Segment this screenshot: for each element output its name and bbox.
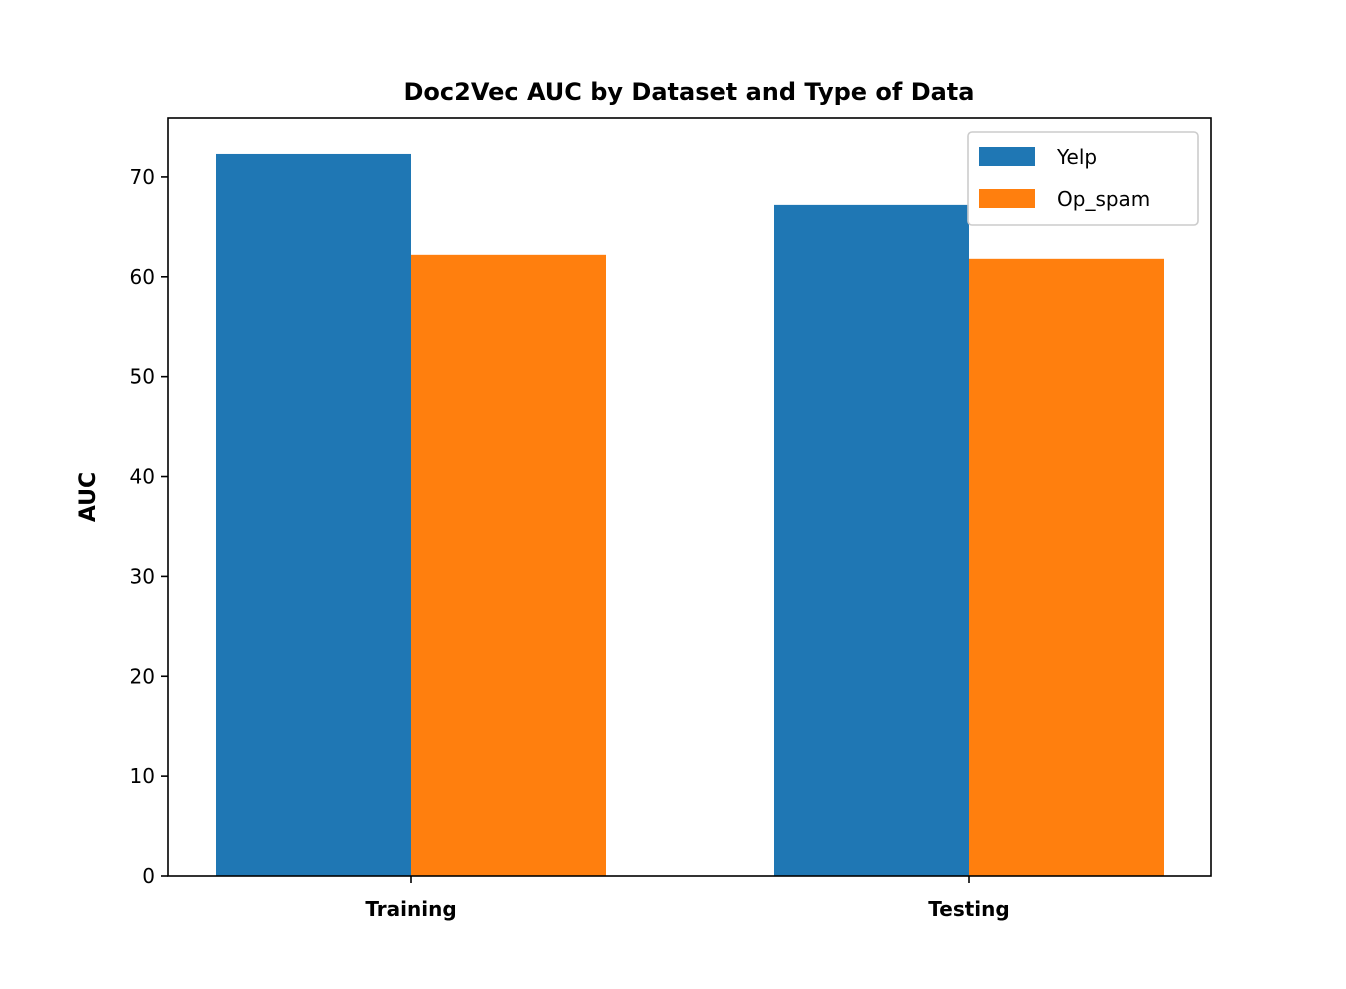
y-tick-label: 40 <box>130 465 155 489</box>
x-tick-label: Training <box>365 897 456 921</box>
bar-yelp-training <box>216 153 411 876</box>
y-axis-label: AUC <box>76 472 101 522</box>
bar-op-spam-training <box>411 254 606 876</box>
bars-layer <box>216 153 1164 877</box>
axes-layer: 0 10 20 30 40 50 60 70 Training Testing <box>130 117 1212 921</box>
legend-label-op-spam: Op_spam <box>1057 187 1150 211</box>
y-tick-label: 70 <box>130 165 155 189</box>
y-tick-label: 0 <box>142 864 155 888</box>
legend-swatch-yelp <box>979 147 1035 166</box>
y-tick-label: 50 <box>130 365 155 389</box>
legend-label-yelp: Yelp <box>1056 145 1097 169</box>
y-tick-label: 30 <box>130 564 155 588</box>
bar-op-spam-testing <box>969 258 1164 877</box>
x-tick-label: Testing <box>928 897 1009 921</box>
legend: Yelp Op_spam <box>967 131 1199 226</box>
y-tick-label: 60 <box>130 265 155 289</box>
y-tick-label: 20 <box>130 664 155 688</box>
chart-title: Doc2Vec AUC by Dataset and Type of Data <box>404 78 975 106</box>
y-tick-label: 10 <box>130 764 155 788</box>
plot-frame <box>167 117 1212 877</box>
bar-yelp-testing <box>774 204 969 876</box>
legend-swatch-op-spam <box>979 189 1035 208</box>
